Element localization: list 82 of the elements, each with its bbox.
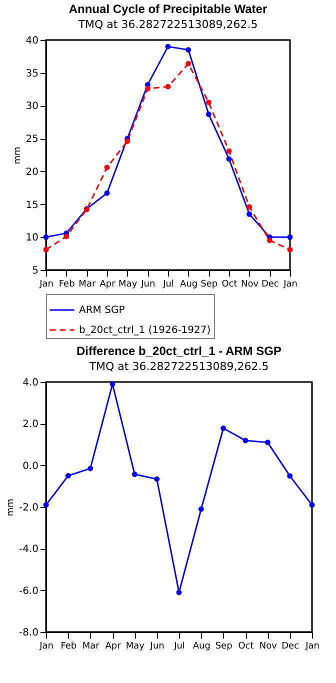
point xyxy=(242,438,248,444)
chart-title: Annual Cycle of Precipitable Water xyxy=(68,2,268,16)
y-axis-title: mm xyxy=(12,146,23,164)
point xyxy=(144,86,150,92)
point xyxy=(43,246,49,252)
point xyxy=(186,47,192,53)
y-tick-label: 25 xyxy=(26,134,38,146)
x-tick-label: Aug xyxy=(192,642,210,652)
point xyxy=(104,164,110,170)
x-tick-label: Dec xyxy=(282,642,300,652)
x-tick-label: Feb xyxy=(58,280,76,290)
point xyxy=(165,84,171,90)
y-tick-label: 2.0 xyxy=(22,419,38,430)
point xyxy=(104,190,110,196)
point xyxy=(165,44,171,50)
chart-title: Difference b_20ct_ctrl_1 - ARM SGP xyxy=(76,344,282,358)
x-tick-label: Jan xyxy=(38,642,54,652)
x-tick-label: Feb xyxy=(60,642,77,652)
point xyxy=(186,60,192,66)
point xyxy=(226,156,232,162)
point xyxy=(246,204,252,210)
chart-subtitle: TMQ at 36.282722513089,262.5 xyxy=(88,360,269,373)
y-tick-label: 20 xyxy=(26,166,38,178)
x-tick-label: Jun xyxy=(149,642,164,652)
point xyxy=(132,472,138,478)
y-tick-label: -4.0 xyxy=(18,544,38,556)
point xyxy=(246,211,252,217)
x-tick-label: Jan xyxy=(38,280,54,290)
point xyxy=(206,112,212,117)
point xyxy=(176,590,182,596)
x-tick-label: Jul xyxy=(173,642,185,652)
x-tick-label: May xyxy=(118,280,138,290)
point xyxy=(43,234,49,240)
x-tick-label: Nov xyxy=(259,642,278,652)
y-tick-label: 10 xyxy=(26,232,38,244)
point xyxy=(124,138,130,144)
y-tick-label: -2.0 xyxy=(18,502,38,514)
x-tick-label: Mar xyxy=(78,280,96,290)
point xyxy=(64,234,70,240)
x-tick-label: Mar xyxy=(82,642,100,652)
point xyxy=(287,473,293,479)
x-tick-label: Apr xyxy=(105,642,122,652)
point xyxy=(264,440,270,446)
y-tick-label: 0.0 xyxy=(22,460,38,472)
y-tick-label: -8.0 xyxy=(18,628,38,638)
y-tick-label: 4.0 xyxy=(22,378,38,388)
x-tick-label: Sep xyxy=(215,642,233,652)
y-tick-label: 15 xyxy=(26,200,38,211)
point xyxy=(287,246,293,252)
point xyxy=(43,502,49,508)
x-tick-label: Jan xyxy=(304,642,320,652)
point xyxy=(206,100,212,106)
point xyxy=(220,426,226,431)
point xyxy=(266,238,272,244)
point xyxy=(154,476,160,482)
y-axis-title: mm xyxy=(6,498,16,516)
point xyxy=(88,466,94,472)
legend-label: ARM SGP xyxy=(79,305,125,316)
point xyxy=(287,234,293,240)
legend-label: b_20ct_ctrl_1 (1926-1927) xyxy=(79,325,211,336)
x-tick-label: Aug xyxy=(180,280,198,290)
y-tick-label: 5 xyxy=(32,266,38,276)
x-tick-label: Dec xyxy=(261,280,279,290)
point xyxy=(309,502,315,508)
x-tick-label: Jan xyxy=(282,280,298,290)
point xyxy=(65,473,71,478)
point xyxy=(226,148,232,154)
chart-subtitle: TMQ at 36.282722513089,262.5 xyxy=(77,18,258,31)
x-tick-label: Apr xyxy=(100,280,116,290)
x-tick-label: Sep xyxy=(200,280,218,290)
y-tick-label: 35 xyxy=(26,68,38,80)
y-tick-label: 30 xyxy=(26,101,38,112)
x-tick-label: Oct xyxy=(238,642,254,652)
point xyxy=(110,381,116,387)
x-tick-label: Jun xyxy=(140,280,156,290)
x-tick-label: Nov xyxy=(241,280,260,290)
x-tick-label: Oct xyxy=(222,280,238,290)
y-tick-label: 40 xyxy=(26,36,38,46)
point xyxy=(198,506,204,512)
x-tick-label: Jul xyxy=(162,280,174,290)
x-tick-label: May xyxy=(126,642,146,652)
y-tick-label: -6.0 xyxy=(18,586,38,597)
